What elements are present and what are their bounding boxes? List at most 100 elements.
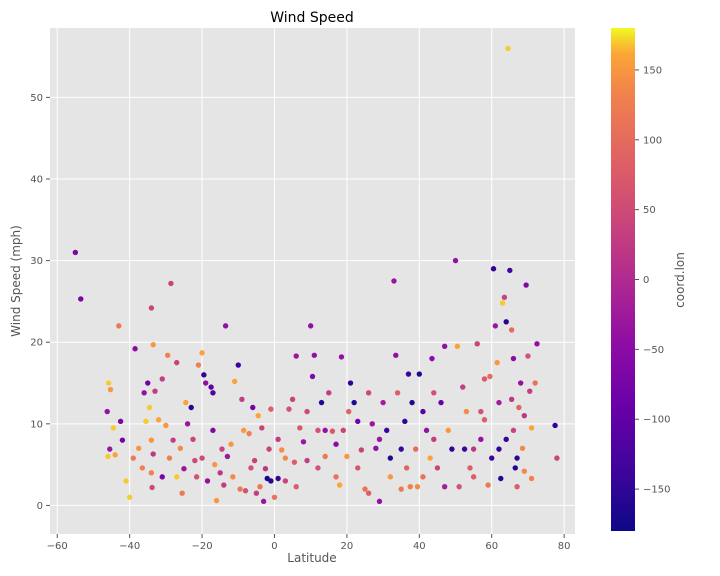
data-point: [358, 447, 365, 453]
data-point: [405, 371, 412, 377]
data-point: [414, 483, 421, 490]
data-point: [315, 427, 321, 434]
data-point: [487, 373, 493, 380]
colorbar-tick-label: −50: [643, 345, 664, 356]
data-point: [434, 465, 441, 471]
data-point: [438, 399, 444, 406]
data-point: [441, 483, 448, 490]
data-point: [119, 437, 126, 443]
data-point: [394, 390, 401, 396]
data-point: [148, 437, 155, 443]
data-point: [380, 399, 386, 406]
data-point: [333, 441, 339, 447]
data-point: [369, 421, 375, 427]
data-point: [213, 497, 220, 504]
data-point: [478, 408, 484, 415]
data-point: [150, 451, 156, 457]
data-point: [170, 437, 176, 443]
data-point: [291, 459, 298, 465]
data-point: [461, 446, 468, 452]
data-point: [293, 353, 299, 359]
data-point: [403, 465, 410, 471]
colorbar-ticks: 150 100 50 0 −50 −100 −150: [635, 65, 670, 496]
data-point: [315, 465, 321, 471]
data-point: [452, 257, 459, 264]
data-point: [212, 461, 218, 468]
data-point: [104, 408, 110, 415]
data-point: [384, 427, 390, 434]
data-point: [241, 427, 247, 434]
data-point: [190, 436, 196, 443]
y-tick-label: 30: [30, 256, 43, 267]
data-point: [184, 421, 191, 427]
data-point: [318, 399, 325, 406]
data-point: [259, 425, 265, 431]
data-point: [204, 478, 211, 484]
data-point: [431, 436, 437, 443]
data-point: [523, 282, 529, 288]
data-point: [177, 445, 184, 452]
data-point: [463, 408, 470, 415]
data-point: [253, 490, 260, 496]
data-point: [279, 447, 285, 453]
data-point: [355, 418, 361, 425]
data-point: [282, 478, 289, 484]
data-point: [344, 453, 350, 460]
y-tick-label: 10: [30, 419, 43, 430]
data-point: [512, 465, 518, 471]
data-point: [503, 436, 509, 443]
colorbar-tick-label: 150: [643, 65, 662, 76]
data-point: [201, 372, 207, 378]
data-point: [489, 455, 495, 461]
data-point: [72, 249, 79, 256]
data-point: [373, 445, 379, 452]
x-tick-label: −20: [192, 541, 213, 552]
data-point: [376, 436, 383, 443]
data-point: [146, 404, 153, 411]
data-point: [525, 353, 531, 359]
data-point: [485, 482, 491, 488]
data-point: [499, 300, 506, 306]
y-tick-label: 0: [37, 501, 43, 512]
data-point: [347, 380, 354, 386]
data-point: [429, 355, 435, 362]
colorbar-tick-label: −150: [643, 485, 670, 496]
data-point: [514, 483, 520, 490]
data-point: [166, 455, 173, 461]
data-point: [362, 486, 368, 492]
data-point: [246, 430, 252, 437]
colorbar-label: coord.lon: [673, 252, 687, 308]
data-point: [514, 455, 520, 461]
data-point: [387, 474, 394, 480]
y-axis-label: Wind Speed (mph): [9, 225, 23, 337]
y-tick-label: 40: [30, 174, 43, 185]
plot-area: [50, 28, 575, 534]
data-point: [266, 446, 272, 452]
x-tick-label: 80: [558, 541, 571, 552]
data-point: [326, 390, 332, 396]
data-point: [286, 406, 292, 412]
data-point: [338, 354, 345, 360]
data-point: [237, 486, 243, 492]
data-point: [181, 466, 187, 472]
y-tick-label: 50: [30, 93, 43, 104]
data-point: [456, 483, 462, 490]
data-point: [521, 468, 528, 474]
data-point: [193, 474, 200, 480]
data-point: [148, 470, 155, 476]
data-point: [528, 475, 535, 482]
data-point: [268, 478, 274, 484]
data-point: [159, 376, 165, 382]
data-point: [143, 418, 149, 425]
data-point: [409, 399, 415, 406]
data-point: [293, 483, 299, 490]
colorbar-tick-label: 50: [643, 205, 656, 216]
data-point: [508, 327, 515, 333]
data-point: [210, 427, 216, 434]
data-point: [110, 425, 117, 431]
data-point: [528, 425, 535, 431]
data-point: [251, 457, 258, 464]
data-point: [508, 396, 515, 403]
data-point: [262, 466, 269, 472]
